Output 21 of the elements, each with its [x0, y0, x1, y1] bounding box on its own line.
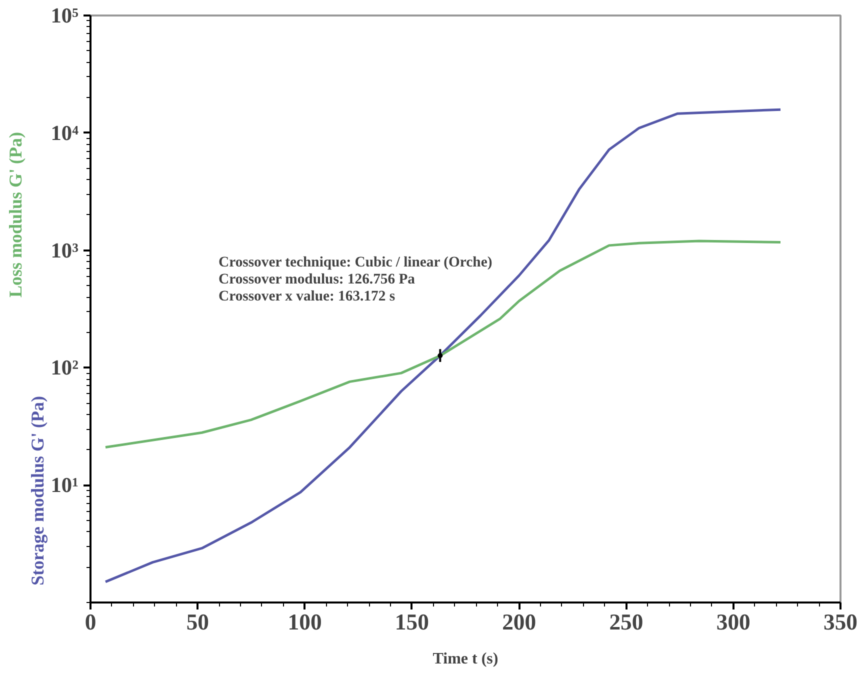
x-tick-label: 250: [609, 610, 644, 634]
y-tick-label: 10⁵: [50, 4, 79, 28]
annotation: Crossover x value: 163.172 s: [218, 288, 396, 304]
x-tick-label: 0: [84, 610, 96, 634]
x-axis-title: Time t (s): [432, 650, 498, 668]
text: Loss modulus G' (Pa): [6, 132, 26, 298]
x-tick-label: 350: [824, 610, 858, 634]
annotation: Crossover modulus: 126.756 Pa: [218, 272, 416, 288]
annotation: Crossover technique: Cubic / linear (Orche): [218, 254, 492, 270]
x-tick-label: 50: [186, 610, 209, 634]
y-tick-label: 10³: [50, 238, 79, 262]
x-tick-label: 300: [716, 610, 750, 634]
text: Storage modulus G' (Pa): [28, 396, 48, 586]
y-tick-label: 10¹: [50, 473, 79, 498]
line-series: [104, 108, 782, 584]
line-series: [104, 240, 782, 449]
y-tick-label: 10²: [50, 356, 79, 380]
y-tick-label: 10⁴: [50, 120, 80, 145]
x-tick-label: 150: [394, 610, 429, 634]
x-tick-label: 100: [288, 610, 322, 634]
x-tick-label: 200: [502, 610, 536, 634]
